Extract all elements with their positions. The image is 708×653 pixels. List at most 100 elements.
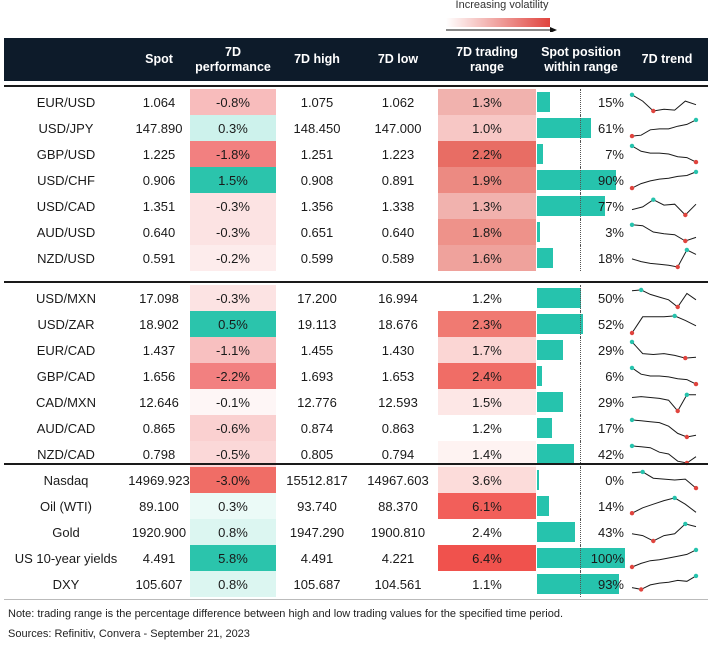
range-midpoint-line bbox=[580, 363, 581, 389]
trend-low-marker bbox=[683, 212, 688, 218]
spot-value: 0.640 bbox=[142, 224, 176, 240]
spot-position-value: 52% bbox=[597, 316, 624, 332]
spot-position-cell: 100% bbox=[536, 545, 626, 571]
trend-low-marker bbox=[629, 133, 635, 139]
performance-value: 0.3% bbox=[190, 115, 276, 141]
row-label: Gold bbox=[52, 524, 80, 540]
trend-high-marker bbox=[672, 495, 677, 501]
spot-position-value: 93% bbox=[597, 576, 624, 592]
trend-high-marker bbox=[629, 443, 635, 449]
row-label: DXY bbox=[52, 576, 80, 592]
trend-sparkline bbox=[626, 219, 708, 245]
spot-position-value: 17% bbox=[597, 420, 624, 436]
performance-value: -0.3% bbox=[190, 219, 276, 245]
spot-position-cell: 77% bbox=[536, 193, 626, 219]
low-value: 14967.603 bbox=[367, 472, 429, 488]
low-value: 0.640 bbox=[381, 224, 415, 240]
spot-value: 18.902 bbox=[139, 316, 179, 332]
trend-high-marker bbox=[629, 339, 635, 345]
range-midpoint-line bbox=[580, 571, 581, 597]
table-row: Gold 1920.900 0.8% 1947.290 1900.810 2.4% 43% bbox=[4, 519, 708, 545]
group-separator bbox=[4, 85, 708, 87]
table-row: DXY 105.607 0.8% 105.687 104.561 1.1% 93% bbox=[4, 571, 708, 597]
spot-position-cell: 15% bbox=[536, 89, 626, 115]
trend-sparkline bbox=[626, 141, 708, 167]
spot-position-bar bbox=[537, 574, 619, 594]
spot-position-bar bbox=[537, 196, 605, 216]
performance-value: -0.6% bbox=[190, 415, 276, 441]
table-row: Nasdaq 14969.923 -3.0% 15512.817 14967.603 3.… bbox=[4, 467, 708, 493]
trend-chart bbox=[631, 287, 697, 310]
trend-sparkline bbox=[626, 311, 708, 337]
low-value: 147.000 bbox=[374, 120, 422, 136]
trend-chart bbox=[629, 495, 697, 516]
trend-low-marker bbox=[683, 355, 688, 361]
trend-chart bbox=[631, 247, 697, 270]
low-value: 1.338 bbox=[381, 198, 415, 214]
table-row: GBP/CAD 1.656 -2.2% 1.693 1.653 2.4% 6% bbox=[4, 363, 708, 389]
performance-value: 0.3% bbox=[190, 493, 276, 519]
trading-range-value: 2.4% bbox=[438, 363, 536, 389]
row-label: USD/CHF bbox=[37, 172, 95, 188]
high-value: 1.455 bbox=[300, 342, 334, 358]
low-value: 104.561 bbox=[374, 576, 422, 592]
trend-high-marker bbox=[672, 313, 677, 319]
spot-position-bar bbox=[537, 548, 625, 568]
trading-range-value: 1.2% bbox=[438, 415, 536, 441]
performance-value: -0.2% bbox=[190, 245, 276, 271]
spot-position-value: 0% bbox=[605, 472, 624, 488]
trend-low-marker bbox=[638, 587, 644, 592]
table-row: NZD/USD 0.591 -0.2% 0.599 0.589 1.6% 18% bbox=[4, 245, 708, 271]
spot-value: 1920.900 bbox=[131, 524, 187, 540]
table-row: AUD/CAD 0.865 -0.6% 0.874 0.863 1.2% 17% bbox=[4, 415, 708, 441]
range-midpoint-line bbox=[580, 467, 581, 493]
trend-chart bbox=[629, 222, 697, 244]
header-7d-high: 7D high bbox=[294, 52, 340, 66]
trend-high-marker bbox=[629, 417, 635, 423]
spot-position-value: 42% bbox=[597, 446, 624, 462]
low-value: 1.653 bbox=[381, 368, 415, 384]
trading-range-value: 1.8% bbox=[438, 219, 536, 245]
trend-high-marker bbox=[693, 547, 699, 553]
spot-position-cell: 0% bbox=[536, 467, 626, 493]
spot-position-bar bbox=[537, 144, 544, 164]
spot-value: 14969.923 bbox=[128, 472, 190, 488]
trend-line bbox=[631, 224, 697, 242]
trend-chart bbox=[631, 521, 697, 544]
trend-low-marker bbox=[693, 159, 699, 165]
trend-chart bbox=[629, 169, 699, 191]
table-row: Oil (WTI) 89.100 0.3% 93.740 88.370 6.1% 14% bbox=[4, 493, 708, 519]
trading-range-value: 3.6% bbox=[438, 467, 536, 493]
spot-position-bar bbox=[537, 392, 563, 412]
range-midpoint-line bbox=[580, 115, 581, 141]
trend-line bbox=[631, 249, 697, 268]
performance-value: -1.1% bbox=[190, 337, 276, 363]
spot-position-value: 15% bbox=[597, 94, 624, 110]
spot-position-cell: 6% bbox=[536, 363, 626, 389]
range-midpoint-line bbox=[580, 285, 581, 311]
trading-range-value: 1.6% bbox=[438, 245, 536, 271]
spot-position-value: 50% bbox=[597, 290, 624, 306]
trend-high-marker bbox=[629, 92, 635, 97]
spot-value: 105.607 bbox=[135, 576, 183, 592]
range-midpoint-line bbox=[580, 311, 581, 337]
trend-low-marker bbox=[629, 330, 635, 336]
spot-position-value: 61% bbox=[597, 120, 624, 136]
spot-value: 1.656 bbox=[142, 368, 176, 384]
performance-value: 1.5% bbox=[190, 167, 276, 193]
row-label: USD/JPY bbox=[38, 120, 94, 136]
volatility-legend-label: Increasing volatility bbox=[455, 0, 549, 11]
trend-line bbox=[631, 341, 697, 359]
trend-chart bbox=[631, 573, 699, 592]
trend-low-marker bbox=[651, 538, 656, 544]
range-midpoint-line bbox=[580, 167, 581, 193]
trend-high-marker bbox=[651, 197, 656, 202]
footnotes: Note: trading range is the percentage di… bbox=[8, 604, 563, 644]
table-header: Spot 7D performance 7D high 7D low 7D tr… bbox=[4, 38, 708, 81]
trend-high-marker bbox=[640, 469, 645, 475]
trend-chart bbox=[629, 117, 699, 139]
group-separator bbox=[4, 281, 708, 283]
low-value: 0.863 bbox=[381, 420, 415, 436]
spot-value: 1.064 bbox=[142, 94, 176, 110]
trend-sparkline bbox=[626, 571, 708, 597]
